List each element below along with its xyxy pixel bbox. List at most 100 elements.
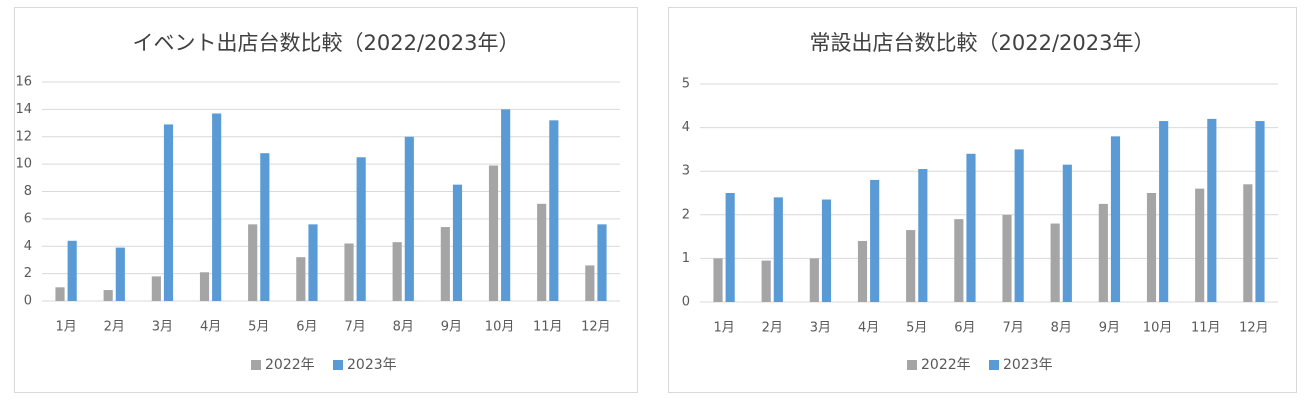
y-tick-label: 12 xyxy=(15,129,32,144)
y-tick-label: 14 xyxy=(15,102,32,117)
y-tick-label: 3 xyxy=(682,164,690,179)
bar xyxy=(1146,193,1157,302)
y-tick-label: 10 xyxy=(15,157,32,172)
legend-swatch xyxy=(251,360,261,370)
legend-swatch xyxy=(333,360,343,370)
bar xyxy=(212,113,222,301)
bar xyxy=(356,157,366,301)
bar xyxy=(199,272,210,301)
bar xyxy=(308,224,318,301)
x-tick-label: 2月 xyxy=(104,320,125,335)
x-tick-label: 7月 xyxy=(1002,321,1023,336)
y-tick-label: 0 xyxy=(24,294,32,309)
bar xyxy=(954,219,964,302)
bar xyxy=(537,203,547,301)
chart-frame xyxy=(14,7,638,393)
bar xyxy=(1195,188,1205,302)
bar xyxy=(1014,149,1024,302)
y-tick-label: 4 xyxy=(682,120,690,135)
x-tick-label: 9月 xyxy=(1099,321,1120,336)
bar xyxy=(1159,121,1169,302)
x-tick-label: 6月 xyxy=(296,320,317,335)
x-tick-label: 12月 xyxy=(1239,321,1269,336)
bar xyxy=(404,136,414,301)
chart-title: 常設出店台数比較（2022/2023年） xyxy=(810,31,1155,55)
bar xyxy=(103,290,113,301)
bar xyxy=(1255,121,1265,302)
y-tick-label: 8 xyxy=(24,184,32,199)
y-tick-label: 2 xyxy=(24,266,32,281)
legend-label: 2023年 xyxy=(347,357,397,373)
bar xyxy=(260,153,270,301)
bar xyxy=(488,165,499,301)
bar xyxy=(1002,214,1012,302)
y-tick-label: 4 xyxy=(24,239,32,254)
bar xyxy=(1098,203,1108,302)
y-tick-label: 1 xyxy=(682,251,690,266)
x-tick-label: 5月 xyxy=(906,321,927,336)
chart-frame xyxy=(668,7,1297,393)
x-tick-label: 6月 xyxy=(954,321,975,336)
y-tick-label: 2 xyxy=(682,207,690,222)
y-tick-label: 6 xyxy=(24,211,32,226)
bar xyxy=(725,193,735,302)
bar xyxy=(713,258,723,302)
x-tick-label: 8月 xyxy=(1051,321,1072,336)
legend-swatch xyxy=(989,360,999,370)
bar xyxy=(773,197,783,302)
bar xyxy=(55,287,65,301)
x-tick-label: 1月 xyxy=(55,320,76,335)
bar xyxy=(549,120,559,301)
x-tick-label: 9月 xyxy=(441,320,462,335)
x-tick-label: 4月 xyxy=(200,320,221,335)
legend-label: 2022年 xyxy=(921,357,971,373)
bar xyxy=(761,260,771,302)
x-tick-label: 3月 xyxy=(810,321,831,336)
x-tick-label: 8月 xyxy=(393,320,414,335)
x-tick-label: 12月 xyxy=(581,320,611,335)
bar xyxy=(344,243,354,301)
x-tick-label: 2月 xyxy=(762,321,783,336)
x-tick-label: 5月 xyxy=(248,320,269,335)
y-tick-label: 5 xyxy=(682,77,690,92)
bar xyxy=(501,109,511,301)
bar xyxy=(392,242,402,301)
bar xyxy=(597,224,607,301)
bar xyxy=(163,124,174,302)
bar xyxy=(151,276,161,301)
bar xyxy=(585,265,595,301)
bar xyxy=(1050,223,1060,302)
x-tick-label: 11月 xyxy=(1191,321,1221,336)
legend-swatch xyxy=(907,360,917,370)
bar xyxy=(821,199,832,302)
bar xyxy=(115,247,125,301)
legend-label: 2023年 xyxy=(1003,357,1053,373)
bar xyxy=(1207,118,1217,302)
bar xyxy=(809,258,819,302)
chart-title: イベント出店台数比較（2022/2023年） xyxy=(133,31,520,55)
bar xyxy=(918,169,928,302)
bar xyxy=(1062,164,1072,302)
bar xyxy=(1110,136,1121,302)
bar xyxy=(248,224,258,301)
bar xyxy=(296,257,306,301)
bar xyxy=(906,230,916,302)
bar xyxy=(857,240,868,302)
x-tick-label: 10月 xyxy=(485,320,515,335)
x-tick-label: 7月 xyxy=(344,320,365,335)
x-tick-label: 1月 xyxy=(713,321,734,336)
bar xyxy=(67,240,77,301)
y-tick-label: 0 xyxy=(682,295,690,310)
x-tick-label: 10月 xyxy=(1143,321,1173,336)
bar xyxy=(1243,184,1253,302)
x-tick-label: 4月 xyxy=(858,321,879,336)
bar xyxy=(966,153,976,302)
legend-label: 2022年 xyxy=(265,357,315,373)
y-tick-label: 16 xyxy=(15,75,32,90)
bar xyxy=(870,179,880,302)
x-tick-label: 11月 xyxy=(533,320,563,335)
bar xyxy=(440,227,450,301)
x-tick-label: 3月 xyxy=(152,320,173,335)
bar xyxy=(452,184,463,301)
